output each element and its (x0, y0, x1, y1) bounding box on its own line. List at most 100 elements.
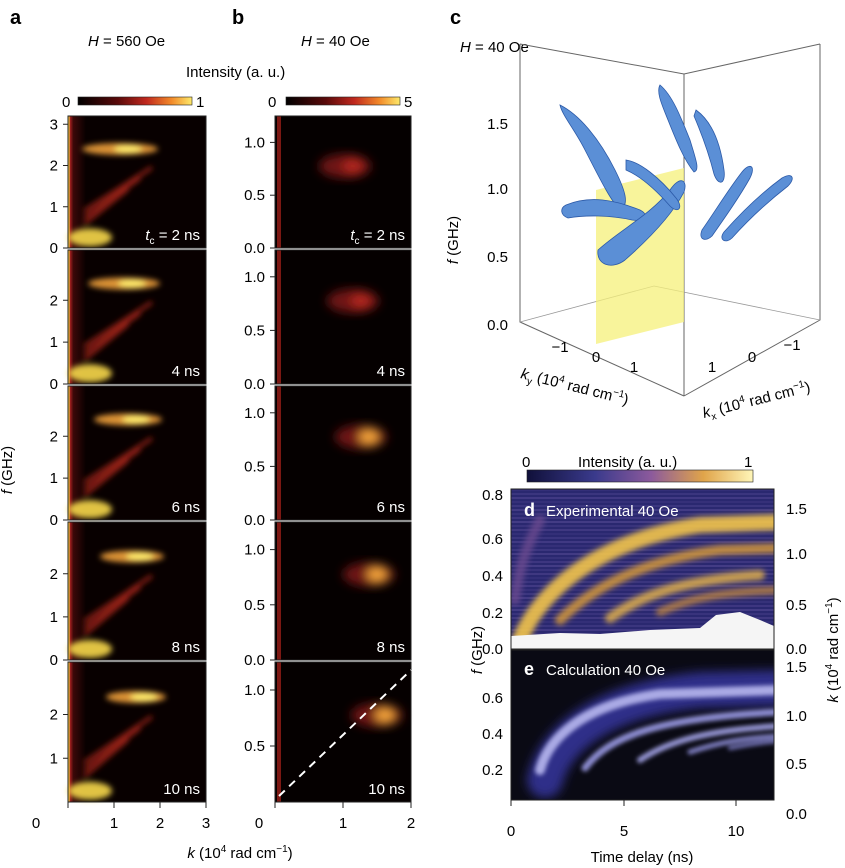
kx-tick-2: −1 (783, 337, 800, 354)
e-y2tick-3: 1.5 (786, 659, 807, 676)
e-xtick-1: 5 (620, 823, 628, 840)
b-sub-frame (274, 521, 412, 661)
frame-d (510, 488, 775, 650)
ztick-0: 0.0 (487, 317, 508, 334)
a-bottom-glow (68, 500, 112, 519)
colorbar-a-max: 1 (196, 94, 204, 111)
kx-label: kx (104 rad cm−1) (701, 378, 813, 425)
ky-tick-0: −1 (551, 339, 568, 356)
b-time-label: 8 ns (377, 639, 405, 656)
a-sub-features (68, 143, 158, 247)
panel-letter-c: c (450, 7, 461, 29)
a-sub-frame (67, 385, 207, 521)
d-stripe (511, 577, 774, 579)
frame-e (510, 649, 775, 801)
a-time-label: 6 ns (172, 499, 200, 516)
b-ytick-label: 1.0 (244, 134, 265, 151)
a-sub-frame (67, 249, 207, 385)
a-ytick-label: 0 (50, 512, 58, 529)
a-streak (82, 458, 130, 498)
b-sub-features (335, 424, 387, 449)
panel-letter-e: e (524, 659, 534, 679)
ky-label: ky (104 rad cm−1) (518, 364, 630, 411)
box-top-back (519, 43, 821, 75)
kx-tick-0: 1 (708, 359, 716, 376)
d-y2tick-3: 1.5 (786, 501, 807, 518)
a-xtick-label: 1 (110, 815, 118, 832)
a-sub-frame (67, 521, 207, 661)
colorbar-b-max: 5 (404, 94, 412, 111)
d-stripe (511, 557, 774, 559)
d-stripe (511, 605, 774, 607)
a-xtick-label: 2 (156, 815, 164, 832)
title-b: H = 40 Oe (301, 33, 370, 50)
a-time-label: tc = 2 ns (145, 227, 200, 247)
b-time-label: 10 ns (368, 781, 405, 798)
a-sub-frame (67, 115, 207, 249)
b-time-label: 6 ns (377, 499, 405, 516)
a-ytick-label: 2 (50, 292, 58, 309)
colorbar-de-label: Intensity (a. u.) (578, 454, 677, 471)
b-sub-strip (277, 386, 281, 520)
panel-letter-b: b (232, 7, 244, 29)
b-sub-features (343, 562, 395, 587)
de-ylabel: f (GHz) (469, 626, 486, 674)
a-ytick-label: 1 (50, 609, 58, 626)
ztick-2: 1.0 (487, 181, 508, 198)
a-sub-strip (68, 116, 86, 248)
b-ytick-label: 1.0 (244, 542, 265, 559)
b-sub-bg (275, 522, 411, 660)
b-sub-frame (274, 385, 412, 521)
a-sub-strip (68, 250, 86, 384)
a-sub-frame (67, 661, 207, 803)
colorbar-top-label: Intensity (a. u.) (186, 64, 285, 81)
a-sub-features (68, 413, 162, 519)
d-stripe (511, 589, 774, 591)
d-stripe (511, 501, 774, 503)
e-xtick-0: 0 (507, 823, 515, 840)
de-ylabel-right: k (104 rad cm−1) (824, 597, 842, 702)
b-blob-core (367, 566, 387, 583)
a-streak (82, 176, 142, 220)
surface-4 (658, 84, 698, 173)
surface-1 (559, 104, 626, 211)
surface-3 (597, 180, 686, 266)
a-streak (82, 436, 154, 485)
b-sub-bg (275, 662, 411, 802)
b-ytick-label: 1.0 (244, 405, 265, 422)
surface-6 (700, 165, 753, 240)
a-sub-features (68, 550, 164, 658)
a-sub-strip (68, 662, 86, 802)
surface-7 (721, 175, 793, 242)
e-ytick-2: 0.6 (482, 690, 503, 707)
a-streak (82, 311, 142, 355)
b-blob-core (359, 428, 379, 445)
heatmap-d (511, 489, 774, 649)
b-sub-bg (275, 116, 411, 248)
d-stripe (511, 617, 774, 619)
a-ytick-label: 1 (50, 750, 58, 767)
b-sub-strip (277, 116, 281, 248)
b-ytick-label: 0.0 (244, 652, 265, 669)
d-stripe (511, 609, 774, 611)
b-ytick-label: 0.0 (244, 512, 265, 529)
e-y2tick-2: 1.0 (786, 708, 807, 725)
d-stripe (511, 621, 774, 623)
a-xtick-label: 3 (202, 815, 210, 832)
d-stripe (511, 517, 774, 519)
kx-tick-1: 0 (748, 349, 756, 366)
b-sub-frame (274, 115, 412, 249)
ky-tick-1: 0 (592, 349, 600, 366)
b-ytick-label: 0.5 (244, 322, 265, 339)
colorbar-de-max: 1 (744, 454, 752, 471)
b-xtick-label: 1 (339, 815, 347, 832)
a-ytick-label: 1 (50, 470, 58, 487)
a-streak (82, 726, 142, 772)
title-c: H = 40 Oe (460, 39, 529, 56)
a-ytick-label: 0 (50, 376, 58, 393)
a-ytick-label: 1 (50, 199, 58, 216)
d-stripe (511, 525, 774, 527)
b-sub-features (319, 154, 371, 179)
b-sub-frame (274, 249, 412, 385)
a-ytick-label: 2 (50, 428, 58, 445)
